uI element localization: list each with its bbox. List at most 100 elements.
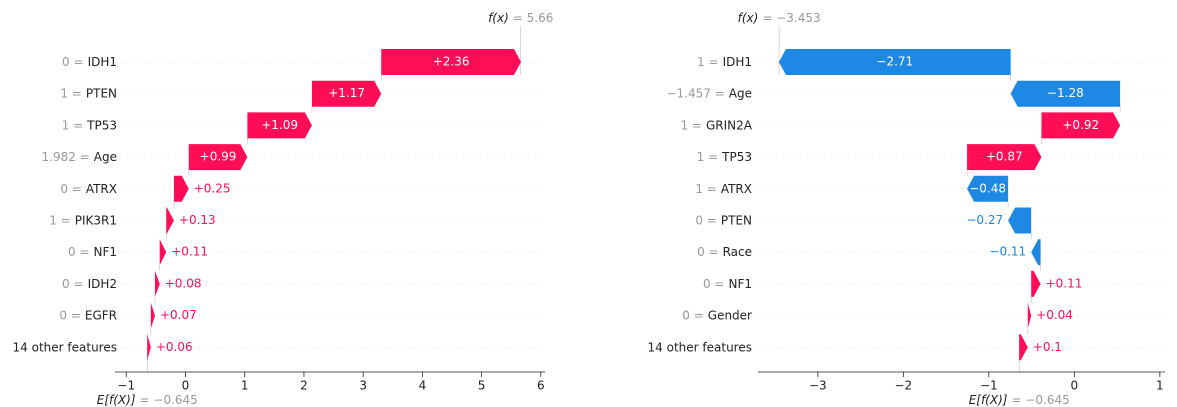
bar bbox=[247, 112, 312, 139]
bar bbox=[173, 175, 189, 202]
x-tick-label: 4 bbox=[419, 379, 427, 393]
base-label: E[f(X)] = −0.645 bbox=[97, 393, 198, 407]
fx-value: = 5.66 bbox=[513, 11, 554, 25]
feature-label: 0 = ATRX bbox=[60, 181, 117, 195]
feature-label: 1 = PIK3R1 bbox=[49, 213, 117, 227]
feature-label: 0 = PTEN bbox=[695, 213, 752, 227]
bar bbox=[166, 207, 174, 234]
bar bbox=[778, 49, 1011, 75]
feature-name: 14 other features bbox=[648, 340, 752, 354]
feature-value: 0 = bbox=[697, 245, 719, 259]
feature-label: 1 = ATRX bbox=[695, 181, 752, 195]
feature-name: Gender bbox=[708, 308, 752, 322]
base-name: E[f(X)] bbox=[97, 393, 136, 407]
feature-value: 1 = bbox=[697, 55, 719, 69]
base-value: = −0.645 bbox=[1011, 393, 1069, 407]
feature-name: Race bbox=[723, 245, 752, 259]
feature-label: 0 = NF1 bbox=[703, 276, 752, 290]
feature-label: 1 = PTEN bbox=[60, 86, 117, 100]
bar bbox=[1031, 270, 1041, 297]
feature-label: −1.457 = Age bbox=[667, 86, 753, 100]
bar bbox=[147, 334, 151, 361]
x-tick-label: 1 bbox=[1156, 379, 1164, 393]
bar bbox=[967, 175, 1009, 202]
feature-name: IDH1 bbox=[88, 55, 117, 69]
feature-value: 1.982 = bbox=[42, 150, 90, 164]
x-tick-label: 5 bbox=[478, 379, 486, 393]
x-tick-label: 1 bbox=[241, 379, 249, 393]
feature-label: 0 = Race bbox=[697, 245, 752, 259]
bar bbox=[311, 80, 382, 107]
bar bbox=[1041, 112, 1121, 139]
feature-value: 0 = bbox=[59, 308, 81, 322]
x-tick-label: 6 bbox=[537, 379, 545, 393]
x-tick-label: 0 bbox=[1071, 379, 1079, 393]
bar bbox=[1027, 302, 1032, 329]
feature-label: 0 = Gender bbox=[682, 308, 752, 322]
feature-name: NF1 bbox=[93, 245, 117, 259]
feature-value: 1 = bbox=[697, 150, 719, 164]
value-label: +0.07 bbox=[160, 308, 197, 322]
value-label: +0.25 bbox=[194, 181, 231, 195]
bar bbox=[1010, 80, 1121, 107]
value-label: +0.1 bbox=[1033, 340, 1062, 354]
feature-label: 1 = TP53 bbox=[62, 118, 117, 132]
feature-value: 0 = bbox=[682, 308, 704, 322]
base-label: E[f(X)] = −0.645 bbox=[969, 393, 1070, 407]
feature-value: 1 = bbox=[62, 118, 84, 132]
bar bbox=[159, 239, 167, 266]
x-tick-label: 2 bbox=[300, 379, 308, 393]
value-label: +0.13 bbox=[179, 213, 216, 227]
x-tick-label: −2 bbox=[895, 379, 913, 393]
bar bbox=[154, 270, 160, 297]
feature-value: 1 = bbox=[695, 181, 717, 195]
feature-label: 1 = IDH1 bbox=[697, 55, 752, 69]
value-label: +1.09 bbox=[261, 118, 298, 132]
feature-label: 1 = GRIN2A bbox=[680, 118, 752, 132]
bar bbox=[1008, 207, 1032, 234]
feature-value: 1 = bbox=[49, 213, 71, 227]
bar bbox=[1031, 239, 1041, 266]
feature-label: 14 other features bbox=[13, 340, 117, 354]
feature-name: TP53 bbox=[721, 150, 752, 164]
base-value: = −0.645 bbox=[140, 393, 198, 407]
feature-value: 0 = bbox=[695, 213, 717, 227]
value-label: +0.99 bbox=[200, 150, 237, 164]
feature-value: 0 = bbox=[703, 276, 725, 290]
feature-name: Age bbox=[94, 150, 117, 164]
value-label: +1.17 bbox=[328, 86, 365, 100]
feature-label: 1.982 = Age bbox=[42, 150, 117, 164]
value-label: −1.28 bbox=[1047, 86, 1084, 100]
value-label: −0.11 bbox=[989, 245, 1026, 259]
feature-label: 1 = TP53 bbox=[697, 150, 752, 164]
value-label: +0.11 bbox=[171, 245, 208, 259]
fx-value: = −3.453 bbox=[762, 11, 820, 25]
feature-name: ATRX bbox=[86, 181, 117, 195]
value-label: +0.06 bbox=[156, 340, 193, 354]
value-label: +0.08 bbox=[165, 276, 202, 290]
value-label: −0.27 bbox=[966, 213, 1003, 227]
x-tick-label: −1 bbox=[117, 379, 135, 393]
fx-name: f(x) bbox=[488, 11, 509, 25]
bar bbox=[188, 144, 248, 171]
base-name: E[f(X)] bbox=[969, 393, 1008, 407]
feature-name: PTEN bbox=[721, 213, 752, 227]
feature-value: 1 = bbox=[680, 118, 702, 132]
feature-name: 14 other features bbox=[13, 340, 117, 354]
feature-label: 0 = IDH1 bbox=[62, 55, 117, 69]
feature-name: GRIN2A bbox=[706, 118, 753, 132]
value-label: −0.48 bbox=[969, 181, 1006, 195]
feature-label: 0 = EGFR bbox=[59, 308, 117, 322]
value-label: −2.71 bbox=[876, 55, 913, 69]
fx-label: f(x) = 5.66 bbox=[488, 11, 553, 25]
feature-name: NF1 bbox=[728, 276, 752, 290]
bar bbox=[381, 49, 522, 75]
feature-name: PTEN bbox=[86, 86, 117, 100]
value-label: +0.11 bbox=[1046, 276, 1083, 290]
feature-value: 0 = bbox=[68, 245, 90, 259]
value-label: +0.92 bbox=[1062, 118, 1099, 132]
bar bbox=[1019, 334, 1028, 361]
feature-label: 0 = NF1 bbox=[68, 245, 117, 259]
feature-name: Age bbox=[729, 86, 752, 100]
